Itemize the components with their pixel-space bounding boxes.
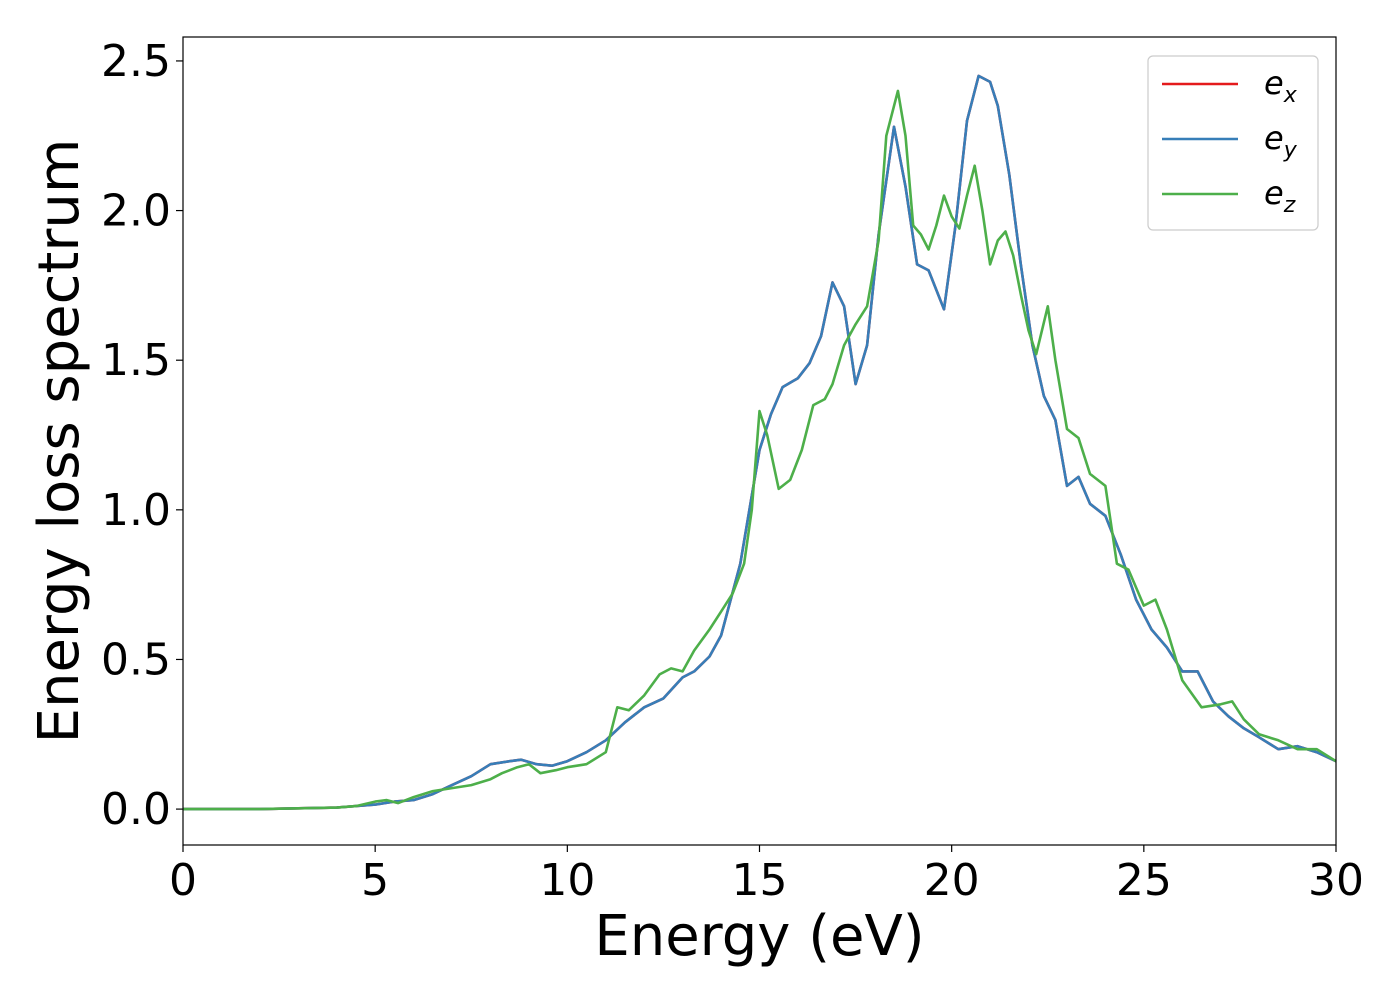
x-tick-label: 5 (361, 855, 389, 906)
legend: ex ey ez (1147, 55, 1319, 231)
x-axis-label: Energy (eV) (594, 904, 924, 969)
y-tick-label: 1.0 (101, 485, 171, 536)
x-tick-label: 30 (1308, 855, 1364, 906)
legend-box (1147, 55, 1319, 231)
y-tick-label: 0.0 (101, 784, 171, 835)
legend-label-z: ez (1264, 174, 1296, 218)
legend-label-y: ey (1264, 119, 1298, 163)
y-tick-label: 2.5 (101, 36, 171, 87)
y-axis-ticks: 0.0 0.5 1.0 1.5 2.0 2.5 (101, 36, 183, 835)
x-tick-label: 25 (1116, 855, 1172, 906)
x-tick-label: 20 (924, 855, 980, 906)
series-line-z (183, 89, 1337, 811)
y-axis-label: Energy loss spectrum (27, 139, 92, 744)
x-tick-label: 10 (539, 855, 595, 906)
legend-label-x: ex (1264, 64, 1298, 108)
y-tick-label: 2.0 (101, 186, 171, 237)
series-layer (183, 74, 1337, 811)
x-tick-label: 0 (169, 855, 197, 906)
y-tick-label: 1.5 (101, 335, 171, 386)
series-line-y (183, 74, 1337, 811)
y-tick-label: 0.5 (101, 634, 171, 685)
x-tick-label: 15 (732, 855, 788, 906)
x-axis-ticks: 0 5 10 15 20 25 30 (169, 845, 1364, 906)
